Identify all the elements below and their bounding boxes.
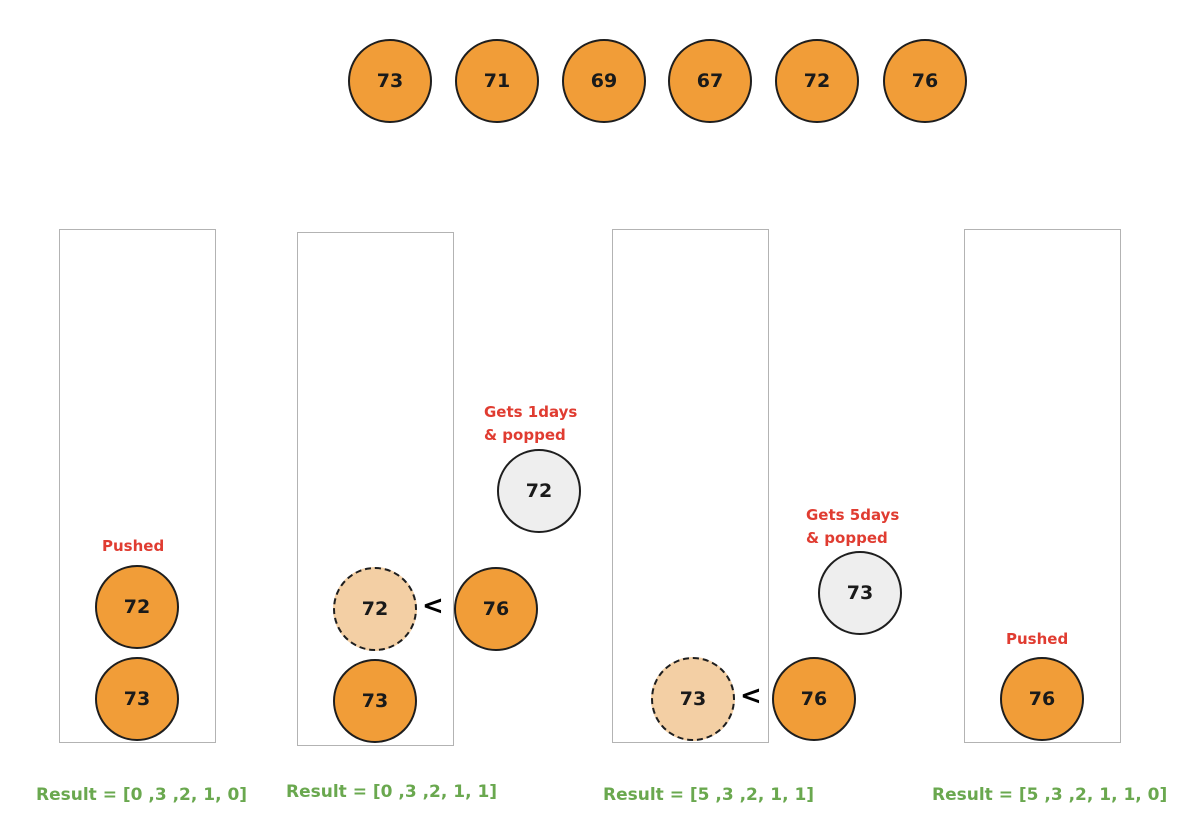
input-node-5: 76 [883,39,967,123]
incoming-node: 76 [772,657,856,741]
stack-container [612,229,769,743]
input-node-3: 67 [668,39,752,123]
stack-container [59,229,216,743]
popped-node: 72 [497,449,581,533]
stage-1-result: Result = [0 ,3 ,2, 1, 0] [36,785,248,805]
stack-node-top-faded: 72 [333,567,417,651]
stack-node-bottom: 73 [333,659,417,743]
popped-node: 73 [818,551,902,635]
input-node-1: 71 [455,39,539,123]
incoming-node: 76 [454,567,538,651]
stack-node-top: 72 [95,565,179,649]
input-node-0: 73 [348,39,432,123]
input-node-2: 69 [562,39,646,123]
stage-3-result: Result = [5 ,3 ,2, 1, 1] [603,785,815,805]
stage-2-result: Result = [0 ,3 ,2, 1, 1] [286,782,498,802]
stack-node-bottom: 73 [95,657,179,741]
stack-container [964,229,1121,743]
input-node-4: 72 [775,39,859,123]
less-than-comparator: < [422,591,444,621]
stage-1-label: Pushed [102,537,165,555]
stage-4-label: Pushed [1006,630,1069,648]
less-than-comparator: < [740,681,762,711]
stack-node-bottom: 76 [1000,657,1084,741]
stage-3-label: Gets 5days & popped [806,506,900,547]
stack-node-bottom-faded: 73 [651,657,735,741]
stage-2-label: Gets 1days & popped [484,403,578,444]
stack-container [297,232,454,746]
stage-4-result: Result = [5 ,3 ,2, 1, 1, 0] [932,785,1168,805]
